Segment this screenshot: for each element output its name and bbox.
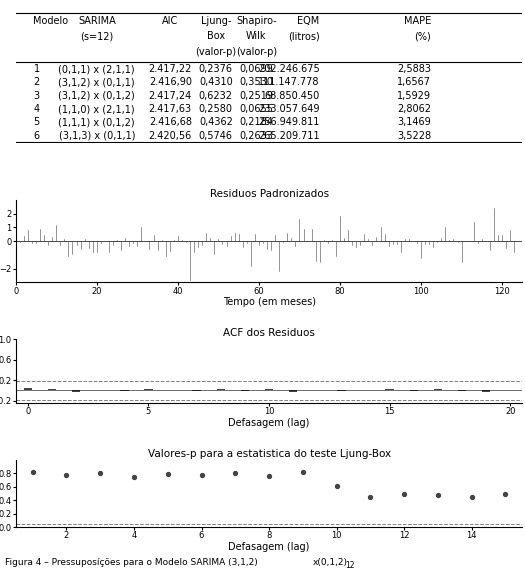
Text: 0,5746: 0,5746 (199, 131, 233, 141)
Text: Modelo: Modelo (34, 17, 69, 26)
Bar (265, 389, 274, 390)
Bar (289, 390, 297, 393)
Text: 233.057.649: 233.057.649 (258, 104, 320, 114)
Bar (482, 390, 490, 392)
Point (62, 470, 70, 479)
Point (332, 481, 341, 490)
Text: 0,4310: 0,4310 (199, 78, 233, 87)
Bar (434, 389, 442, 390)
Text: (1,1,1) x (0,1,2): (1,1,1) x (0,1,2) (58, 117, 135, 128)
Point (197, 471, 206, 480)
Text: 2.417,63: 2.417,63 (149, 104, 192, 114)
Bar (193, 390, 201, 392)
Title: ACF dos Residuos: ACF dos Residuos (223, 328, 315, 338)
Text: (3,1,2) x (0,1,2): (3,1,2) x (0,1,2) (58, 91, 135, 101)
Text: (valor-p): (valor-p) (236, 47, 277, 56)
Text: 2.416,68: 2.416,68 (149, 117, 192, 128)
Text: 0,2376: 0,2376 (199, 64, 233, 74)
Text: 4: 4 (34, 104, 39, 114)
Text: (litros): (litros) (288, 31, 320, 41)
Text: 0,2519: 0,2519 (239, 91, 274, 101)
Text: 0,2580: 0,2580 (199, 104, 233, 114)
Text: 12: 12 (345, 561, 354, 570)
Text: (valor-p): (valor-p) (195, 47, 236, 56)
Text: Ljung-: Ljung- (201, 17, 231, 26)
Text: 2.417,22: 2.417,22 (149, 64, 192, 74)
Text: 111.147.778: 111.147.778 (258, 78, 320, 87)
Text: 6: 6 (34, 131, 39, 141)
Text: 68.850.450: 68.850.450 (265, 91, 320, 101)
Text: (0,1,1) x (2,1,1): (0,1,1) x (2,1,1) (58, 64, 135, 74)
Text: 256.949.811: 256.949.811 (258, 117, 320, 128)
Text: 2: 2 (34, 78, 40, 87)
Text: (1,1,0) x (2,1,1): (1,1,0) x (2,1,1) (58, 104, 135, 114)
Bar (24, 388, 32, 390)
Point (400, 489, 408, 498)
Text: 1,6567: 1,6567 (397, 78, 431, 87)
Bar (48, 389, 56, 390)
Text: AIC: AIC (162, 17, 178, 26)
Bar (385, 389, 394, 390)
Bar (337, 390, 345, 392)
Text: 2.416,90: 2.416,90 (149, 78, 192, 87)
Title: Valores-p para a estatistica do teste Ljung-Box: Valores-p para a estatistica do teste Lj… (148, 449, 391, 459)
Point (265, 471, 273, 481)
Point (231, 469, 239, 478)
X-axis label: Tempo (em meses): Tempo (em meses) (223, 297, 316, 307)
Text: 3,1469: 3,1469 (397, 117, 431, 128)
Text: 2.420,56: 2.420,56 (149, 131, 192, 141)
Text: Shapiro-: Shapiro- (236, 17, 277, 26)
Text: 3: 3 (34, 91, 39, 101)
Text: SARIMA: SARIMA (78, 17, 116, 26)
Text: 202.246.675: 202.246.675 (258, 64, 320, 74)
Bar (217, 389, 225, 390)
Text: 0,6232: 0,6232 (199, 91, 233, 101)
Text: (%): (%) (414, 31, 431, 41)
X-axis label: Defasagem (lag): Defasagem (lag) (228, 418, 310, 428)
Text: (s=12): (s=12) (80, 31, 113, 41)
Text: 0,2633: 0,2633 (239, 131, 274, 141)
Point (130, 472, 138, 481)
Point (434, 490, 442, 499)
X-axis label: Defasagem (lag): Defasagem (lag) (228, 542, 310, 552)
Text: Wilk: Wilk (246, 31, 267, 41)
Bar (72, 390, 80, 392)
Text: 0,0655: 0,0655 (239, 104, 274, 114)
Text: (3,1,2) x (0,1,1): (3,1,2) x (0,1,1) (58, 78, 135, 87)
Point (28, 467, 37, 477)
Text: 5: 5 (34, 117, 40, 128)
Bar (144, 389, 153, 390)
Text: 3,5228: 3,5228 (397, 131, 431, 141)
Text: Figura 4 – Pressuposíções para o Modelo SARIMA (3,1,2): Figura 4 – Pressuposíções para o Modelo … (5, 558, 258, 567)
Point (164, 470, 172, 479)
Point (467, 492, 476, 502)
Text: (3,1,3) x (0,1,1): (3,1,3) x (0,1,1) (59, 131, 135, 141)
Text: 2,8062: 2,8062 (397, 104, 431, 114)
Text: Box: Box (207, 31, 225, 41)
Text: 0,4362: 0,4362 (199, 117, 233, 128)
Text: 0,2184: 0,2184 (239, 117, 274, 128)
Text: 0,0699: 0,0699 (239, 64, 274, 74)
Text: 0,3530: 0,3530 (239, 78, 274, 87)
Point (501, 489, 510, 498)
Text: 1,5929: 1,5929 (397, 91, 431, 101)
Title: Residuos Padronizados: Residuos Padronizados (209, 189, 329, 199)
Point (299, 467, 307, 477)
Point (96, 469, 104, 478)
Text: x(0,1,2): x(0,1,2) (312, 558, 348, 567)
Text: 1: 1 (34, 64, 39, 74)
Text: 2.417,24: 2.417,24 (149, 91, 192, 101)
Text: MAPE: MAPE (404, 17, 431, 26)
Text: 265.209.711: 265.209.711 (258, 131, 320, 141)
Text: EQM: EQM (298, 17, 320, 26)
Point (366, 492, 375, 502)
Text: 2,5883: 2,5883 (397, 64, 431, 74)
